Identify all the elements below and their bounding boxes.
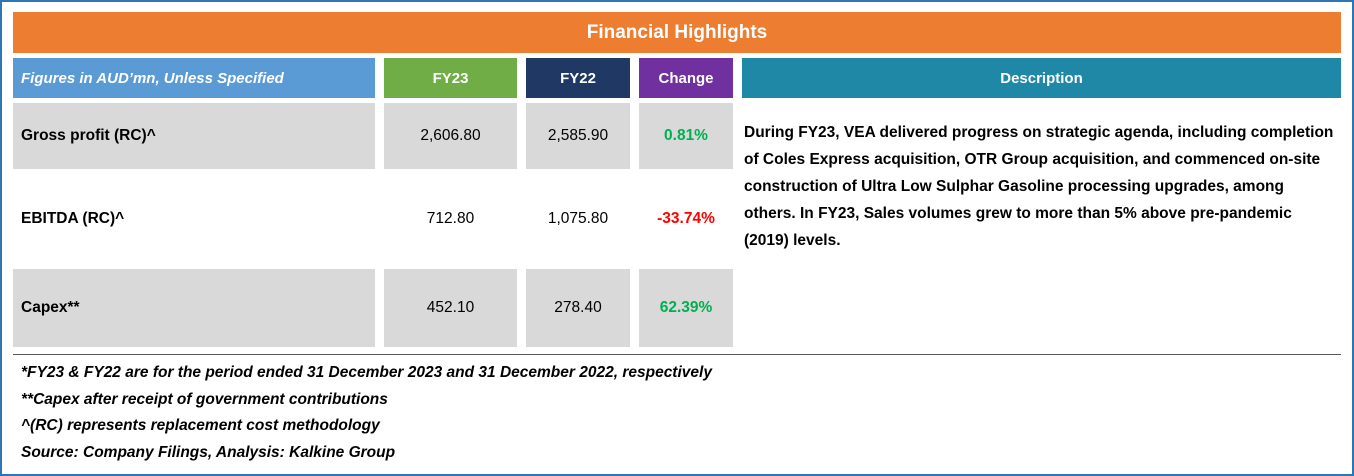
header-fy22: FY22 [526, 58, 630, 98]
gross-profit-fy22-value: 2,585.90 [526, 103, 630, 169]
footnote-source: Source: Company Filings, Analysis: Kalki… [21, 443, 396, 461]
capex-change-value: 62.39% [639, 269, 733, 347]
footnote-rc: ^(RC) represents replacement cost method… [21, 417, 380, 434]
gross-profit-change-value: 0.81% [639, 103, 733, 169]
header-fy23: FY23 [384, 58, 517, 98]
description-text: During FY23, VEA delivered progress on s… [742, 103, 1341, 347]
header-figures-label: Figures in AUD’mn, Unless Specified [13, 58, 375, 98]
capex-fy23-value: 452.10 [384, 269, 517, 347]
footnote-periods: *FY23 & FY22 are for the period ended 31… [21, 364, 712, 381]
ebitda-fy22-value: 1,075.80 [526, 174, 630, 264]
footnotes: *FY23 & FY22 are for the period ended 31… [13, 354, 1341, 466]
table-grid: Figures in AUD’mn, Unless Specified FY23… [13, 58, 1341, 347]
row-label-ebitda: EBITDA (RC)^ [13, 174, 375, 264]
header-description: Description [742, 58, 1341, 98]
table-title: Financial Highlights [13, 12, 1341, 53]
row-label-gross-profit: Gross profit (RC)^ [13, 103, 375, 169]
ebitda-change-value: -33.74% [639, 174, 733, 264]
ebitda-fy23-value: 712.80 [384, 174, 517, 264]
header-change: Change [639, 58, 733, 98]
capex-fy22-value: 278.40 [526, 269, 630, 347]
gross-profit-fy23-value: 2,606.80 [384, 103, 517, 169]
row-label-capex: Capex** [13, 269, 375, 347]
footnote-capex: **Capex after receipt of government cont… [21, 390, 388, 408]
